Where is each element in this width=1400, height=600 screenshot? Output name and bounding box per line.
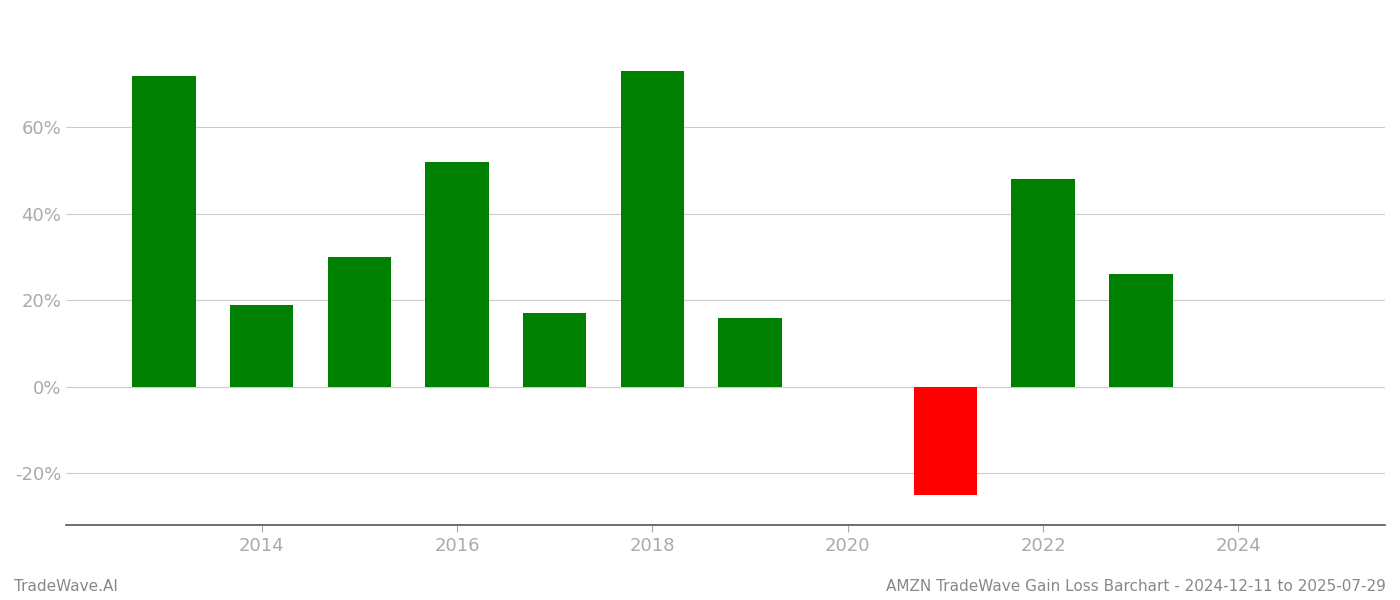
Bar — [620, 71, 685, 387]
Bar — [1109, 274, 1173, 387]
Bar — [914, 387, 977, 495]
Bar — [426, 162, 489, 387]
Bar — [132, 76, 196, 387]
Bar — [718, 317, 781, 387]
Bar — [1011, 179, 1075, 387]
Text: AMZN TradeWave Gain Loss Barchart - 2024-12-11 to 2025-07-29: AMZN TradeWave Gain Loss Barchart - 2024… — [886, 579, 1386, 594]
Bar — [230, 305, 294, 387]
Bar — [524, 313, 587, 387]
Text: TradeWave.AI: TradeWave.AI — [14, 579, 118, 594]
Bar — [328, 257, 391, 387]
